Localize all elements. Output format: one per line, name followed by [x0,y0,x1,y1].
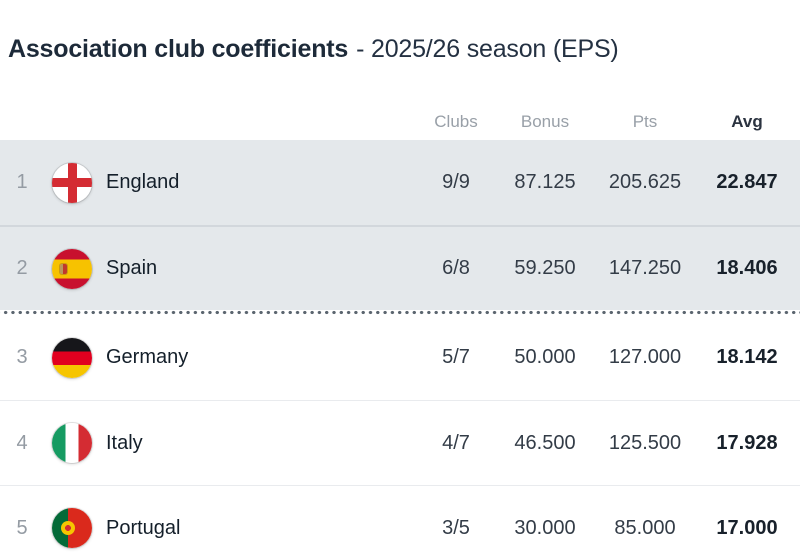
bonus-value: 30.000 [514,516,576,539]
bonus-value: 59.250 [514,257,576,279]
column-header-clubs: Clubs [434,112,478,131]
avg-value: 18.142 [716,346,778,368]
flag-germany-icon [52,337,92,378]
avg-value: 17.000 [716,516,778,539]
country-name: Germany [106,346,189,368]
clubs-value: 5/7 [442,346,470,368]
avg-value: 17.928 [716,431,778,454]
table-row[interactable]: 4 Italy 4/7 46.500 125.500 17.928 [0,400,800,485]
page-title-season: - 2025/26 season (EPS) [356,35,619,63]
pts-value: 127.000 [608,346,682,368]
avg-value: 18.406 [716,257,778,279]
country-name: Portugal [106,516,181,539]
table-row[interactable]: 2 Spain 6/8 59.250 147.250 18.406 [0,225,800,310]
qualification-cutoff-line [0,310,800,315]
pts-value: 125.500 [608,431,682,454]
column-header-pts: Pts [632,112,658,131]
flag-cell [44,508,100,548]
rank-cell: 5 [16,516,28,539]
rank-cell: 4 [16,431,28,454]
flag-cell [44,162,100,203]
pts-value: 147.250 [608,257,682,279]
flag-portugal-icon [52,508,92,548]
country-name: Spain [106,257,158,279]
column-header-avg: Avg [731,112,763,131]
bonus-value: 87.125 [514,171,576,193]
pts-value: 85.000 [614,516,676,539]
flag-england-icon [52,162,92,203]
country-name: Italy [106,431,143,454]
table-row[interactable]: 3 Germany 5/7 50.000 127.000 18.142 [0,315,800,400]
flag-cell [44,248,100,289]
flag-cell [44,423,100,463]
clubs-value: 6/8 [442,257,470,279]
rank-cell: 2 [16,257,28,279]
rank-cell: 1 [16,171,28,193]
page-title: Association club coefficients - 2025/26 s… [8,33,800,65]
page-title-main: Association club coefficients [8,35,349,63]
clubs-value: 3/5 [442,516,470,539]
country-name: England [106,171,180,193]
flag-spain-icon [52,248,92,289]
table-row[interactable]: 5 Portugal 3/5 30.000 85.000 17.000 [0,485,800,555]
rank-cell: 3 [16,346,28,368]
column-header-bonus: Bonus [520,112,570,131]
bonus-value: 50.000 [514,346,576,368]
bonus-value: 46.500 [514,431,576,454]
flag-italy-icon [52,423,92,463]
clubs-value: 4/7 [442,431,470,454]
flag-cell [44,337,100,378]
pts-value: 205.625 [608,171,682,193]
table-row[interactable]: 1 England 9/9 87.125 205.625 22.847 [0,140,800,225]
table-header-row: Clubs Bonus Pts Avg [0,109,800,135]
rows: 1 England 9/9 87.125 205.625 22.847 2 Sp… [0,140,800,555]
clubs-value: 9/9 [442,171,470,193]
avg-value: 22.847 [716,171,778,193]
